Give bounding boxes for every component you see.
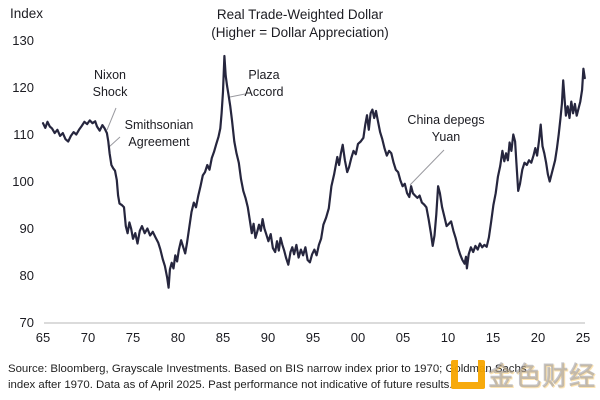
x-tick-80: 80 — [170, 330, 186, 345]
source-note-line1: Source: Bloomberg, Grayscale Investments… — [8, 363, 527, 375]
y-tick-110: 110 — [13, 126, 34, 142]
y-tick-130: 130 — [12, 32, 34, 48]
x-tick-05: 05 — [395, 330, 411, 345]
annotation-plaza-text: Accord — [244, 84, 284, 99]
y-tick-70: 70 — [19, 314, 34, 330]
annotation-nixon-text: Shock — [92, 84, 128, 99]
x-tick-25: 25 — [575, 330, 591, 345]
x-tick-15: 15 — [485, 330, 501, 345]
annotation-china-text: Yuan — [431, 129, 461, 144]
jinse-logo-icon — [450, 360, 485, 389]
annotation-smithsonian-text: Smithsonian — [124, 118, 194, 132]
y-tick-100: 100 — [12, 173, 34, 189]
y-tick-90: 90 — [19, 220, 34, 236]
source-note: Source: Bloomberg, Grayscale Investments… — [8, 362, 527, 393]
x-tick-90: 90 — [260, 330, 276, 345]
x-tick-85: 85 — [215, 330, 231, 345]
annotation-smithsonian: Smithsonian Agreement — [125, 117, 194, 150]
chart-title-line1: Real Trade-Weighted Dollar — [216, 7, 384, 22]
annotation-plaza-text: Plaza — [248, 68, 280, 82]
annotation-china-leader-line — [409, 149, 445, 186]
watermark-text: 金色财经 — [487, 361, 596, 391]
x-tick-20: 20 — [530, 330, 546, 345]
annotation-smithsonian-text: Agreement — [128, 134, 190, 149]
x-tick-70: 70 — [80, 330, 96, 345]
chart-title-line2: (Higher = Dollar Appreciation) — [211, 25, 389, 40]
x-tick-65: 65 — [35, 330, 51, 345]
source-note-line2: index after 1970. Data as of April 2025.… — [8, 378, 453, 391]
annotation-plaza: Plaza Accord — [245, 67, 284, 100]
watermark: 金色财经 — [450, 356, 596, 393]
annotation-china: China depegs Yuan — [407, 112, 484, 145]
annotation-china-text: China depegs — [407, 113, 485, 127]
annotation-smithsonian-leader-line — [108, 136, 121, 148]
dollar-index-line — [41, 54, 586, 289]
chart-title: Real Trade-Weighted Dollar (Higher = Dol… — [0, 6, 600, 42]
x-tick-75: 75 — [125, 330, 141, 345]
y-tick-120: 120 — [12, 79, 34, 95]
y-axis-title: Index — [10, 6, 44, 21]
x-tick-10: 10 — [440, 330, 456, 345]
annotation-nixon-text: Nixon — [94, 68, 126, 82]
annotation-nixon-leader-line — [106, 107, 117, 131]
annotation-plaza-leader-line — [229, 93, 246, 98]
x-tick-00: 00 — [350, 330, 366, 345]
annotation-nixon: Nixon Shock — [93, 67, 128, 100]
y-tick-80: 80 — [19, 267, 34, 283]
x-tick-95: 95 — [305, 330, 321, 345]
